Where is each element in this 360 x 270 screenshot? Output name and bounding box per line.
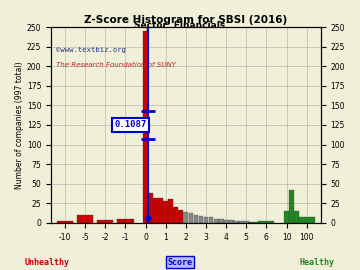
Bar — [158, 198, 163, 223]
Bar — [57, 221, 73, 223]
Text: ©www.textbiz.org: ©www.textbiz.org — [57, 47, 126, 53]
Bar — [214, 219, 219, 223]
Bar — [179, 210, 183, 223]
Bar — [189, 213, 193, 223]
Bar — [199, 216, 203, 223]
Text: Healthy: Healthy — [299, 258, 334, 266]
Bar — [174, 207, 178, 223]
Bar — [77, 215, 93, 223]
Bar — [294, 211, 299, 223]
Bar — [168, 199, 173, 223]
Bar — [289, 190, 294, 223]
Text: 0.1087: 0.1087 — [114, 120, 147, 130]
Bar — [97, 220, 113, 223]
Title: Z-Score Histogram for SBSI (2016): Z-Score Histogram for SBSI (2016) — [84, 15, 288, 25]
Text: The Research Foundation of SUNY: The Research Foundation of SUNY — [57, 62, 176, 68]
Text: Score: Score — [167, 258, 193, 266]
Bar — [148, 193, 153, 223]
Bar — [234, 221, 239, 223]
Bar — [249, 222, 254, 223]
Bar — [194, 215, 198, 223]
Bar — [254, 222, 259, 223]
Bar — [239, 221, 244, 223]
Bar — [284, 211, 289, 223]
Bar — [204, 217, 208, 223]
Y-axis label: Number of companies (997 total): Number of companies (997 total) — [15, 61, 24, 189]
Bar — [229, 220, 234, 223]
Bar — [117, 219, 134, 223]
Bar — [163, 201, 168, 223]
Bar — [209, 217, 213, 223]
Bar — [143, 31, 148, 223]
Bar — [299, 217, 315, 223]
Text: Sector: Financials: Sector: Financials — [134, 21, 226, 30]
Bar — [244, 221, 249, 223]
Text: Unhealthy: Unhealthy — [24, 258, 69, 266]
Bar — [224, 220, 229, 223]
Bar — [153, 198, 158, 223]
Bar — [219, 219, 224, 223]
Bar — [259, 222, 264, 223]
Bar — [258, 221, 274, 223]
Bar — [184, 212, 188, 223]
